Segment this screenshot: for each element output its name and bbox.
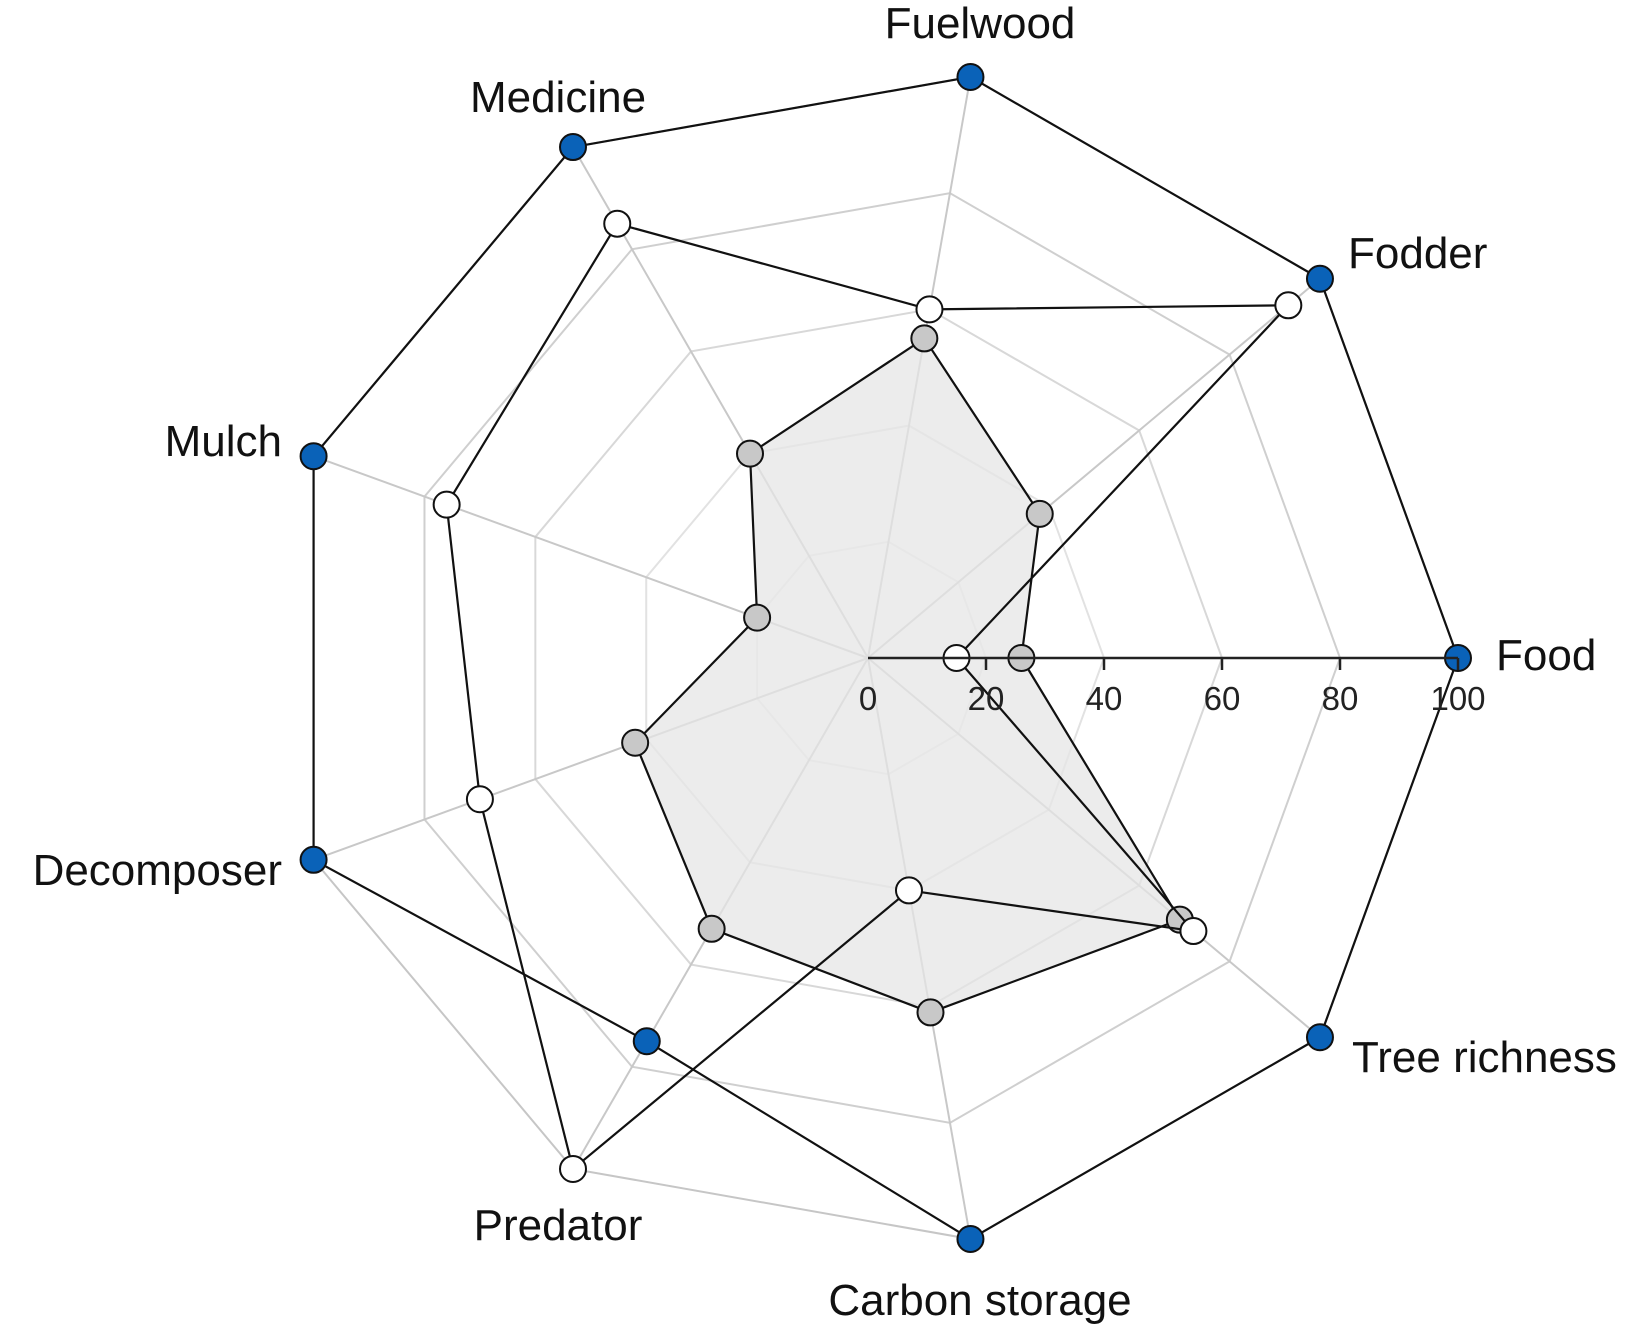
radial-tick-label: 60: [1204, 680, 1241, 717]
grid-ring-4: [423, 192, 1342, 1124]
series-1-point-mulch: [299, 442, 328, 471]
series-3-point-decomposer: [621, 728, 650, 757]
radial-tick-label: 80: [1322, 680, 1359, 717]
radial-tick-label: 0: [859, 680, 877, 717]
axis-label-decomposer: Decomposer: [33, 846, 282, 895]
series-2-outline: [445, 222, 1290, 1171]
series-3-point-mulch: [743, 603, 772, 632]
radial-tick-label: 100: [1430, 680, 1485, 717]
series-3-point-predator: [697, 914, 726, 943]
series-3-point-carbon-storage: [916, 998, 945, 1027]
series-3-point-medicine: [736, 439, 764, 468]
axis-label-layer: Food Fodder Fuelwood Medicine Mulch Decompose…: [33, 0, 1617, 1325]
axis-label-fodder: Fodder: [1348, 229, 1487, 278]
axis-label-medicine: Medicine: [470, 73, 646, 122]
series-2-point-fuelwood: [915, 295, 944, 324]
series-3-point-fodder: [1025, 499, 1054, 528]
series-3-outline: [634, 337, 1181, 1014]
axis-label-food: Food: [1496, 631, 1596, 680]
axis-label-fuelwood: Fuelwood: [885, 0, 1076, 48]
series-2-point-decomposer: [465, 785, 494, 814]
series-2-point-tree-richness: [1179, 917, 1208, 946]
series-2-point-predator: [559, 1154, 587, 1183]
series-1-point-fuelwood: [956, 62, 985, 91]
series-1-point-predator: [632, 1027, 661, 1056]
series-layer: [299, 62, 1472, 1254]
series-1-point-decomposer: [299, 845, 328, 874]
radial-tick-label: 40: [1086, 680, 1123, 717]
axis-label-carbon-storage: Carbon storage: [828, 1276, 1131, 1325]
axis-label-mulch: Mulch: [165, 417, 282, 466]
series-2-point-mulch: [432, 490, 461, 519]
series-2-point-fodder: [1274, 291, 1303, 320]
series-3-point-fuelwood: [910, 324, 939, 353]
axis-label-tree-richness: Tree richness: [1352, 1033, 1617, 1082]
series-1-point-carbon-storage: [956, 1225, 985, 1254]
series-2-point-medicine: [603, 209, 632, 238]
series-1-point-fodder: [1305, 264, 1334, 293]
series-1-outline: [312, 75, 1460, 1241]
radial-tick-label: 20: [968, 680, 1005, 717]
series-1-point-tree-richness: [1305, 1023, 1334, 1052]
series-2-point-carbon-storage: [894, 876, 923, 905]
series-1-point-medicine: [559, 133, 587, 162]
axis-label-predator: Predator: [474, 1201, 643, 1250]
tick-layer: 0 20 40 60 80 100: [859, 656, 1486, 717]
